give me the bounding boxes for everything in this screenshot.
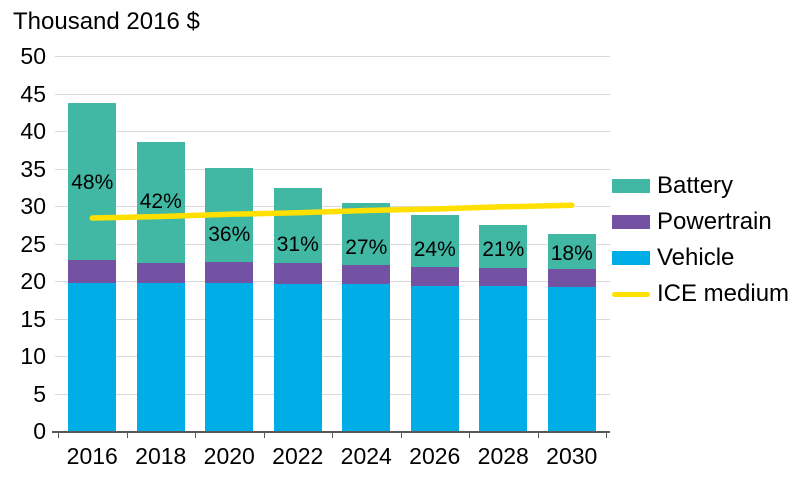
bar-percentage-label: 42% [139,190,182,214]
bar-segment-vehicle [410,285,459,431]
bar-segment-battery [479,224,528,269]
grid-line [55,243,610,245]
bar-segment-vehicle [205,283,254,431]
x-axis-tick [537,433,539,438]
bar-segment-powertrain [547,269,596,287]
grid-line [55,131,610,132]
x-axis-tick [58,433,59,438]
bar-segment-vehicle [136,283,185,431]
legend-label: ICE medium [657,280,790,307]
y-axis-tick-label: 35 [20,155,46,182]
y-axis-tick-label: 20 [20,268,46,294]
bar-segment-vehicle [273,284,322,431]
bar-segment-battery [68,102,117,260]
grid-line [55,393,610,395]
legend-line-swatch [612,291,650,297]
x-axis-tick [400,433,402,438]
bar-segment-powertrain [68,260,117,283]
bar-segment-powertrain [205,262,254,284]
bar-percentage-label: 24% [413,238,456,262]
y-axis-tick-label: 30 [20,193,46,219]
grid-line [55,356,610,357]
bar-segment-vehicle [547,287,596,431]
x-axis-tick-label: 2022 [272,443,324,469]
legend-label: Battery [657,172,734,199]
bar-segment-powertrain [273,263,322,284]
bar-segment-powertrain [342,264,391,284]
y-axis-tick-label: 15 [20,305,46,332]
legend-color-swatch [612,179,650,193]
bar-percentage-label: 48% [71,170,114,194]
y-axis-tick-label: 45 [20,80,46,107]
y-axis-tick-label: 0 [33,418,46,444]
x-axis-tick [469,433,470,438]
x-axis-tick [263,433,265,438]
x-axis-tick-label: 2020 [203,443,255,469]
bar-segment-powertrain [136,263,185,284]
bar-segment-vehicle [68,282,117,431]
y-axis-tick-label: 40 [20,118,46,144]
legend-label: Vehicle [657,244,735,271]
legend-label: Powertrain [657,208,772,235]
bar-segment-battery [547,233,596,269]
y-axis-tick-label: 5 [33,380,46,407]
legend: Battery Powertrain Vehicle ICE medium [612,172,789,316]
bar-segment-battery [410,215,459,267]
bar-segment-battery [136,141,185,263]
grid-line [55,56,610,57]
x-axis-line [52,431,610,433]
bar-segment-battery [273,188,322,263]
x-axis-tick [606,433,607,438]
x-axis-tick-label: 2024 [340,443,392,469]
bar-percentage-label: 27% [345,236,388,259]
bar-percentage-label: 36% [208,223,251,247]
grid-line [55,168,610,170]
bar-percentage-label: 31% [276,233,319,256]
y-axis-tick-label: 25 [20,230,46,257]
legend-color-swatch [612,251,650,265]
legend-color-swatch [612,215,650,229]
grid-line [55,93,610,95]
bar-segment-vehicle [479,286,528,431]
x-axis-tick-label: 2026 [409,443,461,469]
x-axis-tick [332,433,333,438]
legend-item-ice-medium: ICE medium [612,280,789,308]
bar-segment-powertrain [479,268,528,287]
x-axis-tick-label: 2016 [66,443,118,469]
bar-segment-vehicle [342,284,391,431]
x-axis-tick [126,433,128,438]
y-axis-tick-label: 50 [20,43,46,69]
grid-line [55,281,610,282]
grid-line [55,318,610,320]
legend-item-battery: Battery [612,172,789,200]
bar-segment-powertrain [410,266,459,286]
bar-percentage-label: 18% [550,242,593,265]
y-axis-tick-label: 10 [20,343,46,369]
legend-item-vehicle: Vehicle [612,244,789,272]
x-axis-tick-label: 2018 [135,443,187,469]
x-axis-tick-label: 2028 [477,443,529,469]
x-axis-tick [195,433,196,438]
bar-percentage-label: 21% [482,238,525,262]
legend-item-powertrain: Powertrain [612,208,789,236]
x-axis-tick-label: 2030 [546,443,598,469]
chart-title: Thousand 2016 $ [13,8,200,35]
